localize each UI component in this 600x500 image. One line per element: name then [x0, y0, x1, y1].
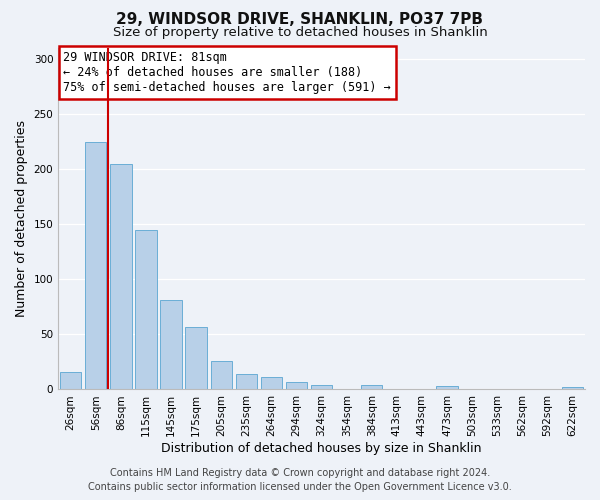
Bar [286, 382, 307, 390]
Bar [236, 374, 257, 390]
Y-axis label: Number of detached properties: Number of detached properties [15, 120, 28, 317]
Bar [361, 385, 382, 390]
Bar [185, 326, 207, 390]
Bar [562, 388, 583, 390]
Bar [261, 378, 282, 390]
Bar [136, 230, 157, 390]
Bar [311, 385, 332, 390]
Text: 29 WINDSOR DRIVE: 81sqm
← 24% of detached houses are smaller (188)
75% of semi-d: 29 WINDSOR DRIVE: 81sqm ← 24% of detache… [64, 51, 391, 94]
Bar [60, 372, 82, 390]
Text: 29, WINDSOR DRIVE, SHANKLIN, PO37 7PB: 29, WINDSOR DRIVE, SHANKLIN, PO37 7PB [116, 12, 484, 28]
Bar [110, 164, 131, 390]
Text: Contains HM Land Registry data © Crown copyright and database right 2024.
Contai: Contains HM Land Registry data © Crown c… [88, 468, 512, 492]
Bar [211, 361, 232, 390]
Bar [85, 142, 106, 390]
Bar [160, 300, 182, 390]
Text: Size of property relative to detached houses in Shanklin: Size of property relative to detached ho… [113, 26, 487, 39]
Bar [436, 386, 458, 390]
X-axis label: Distribution of detached houses by size in Shanklin: Distribution of detached houses by size … [161, 442, 482, 455]
